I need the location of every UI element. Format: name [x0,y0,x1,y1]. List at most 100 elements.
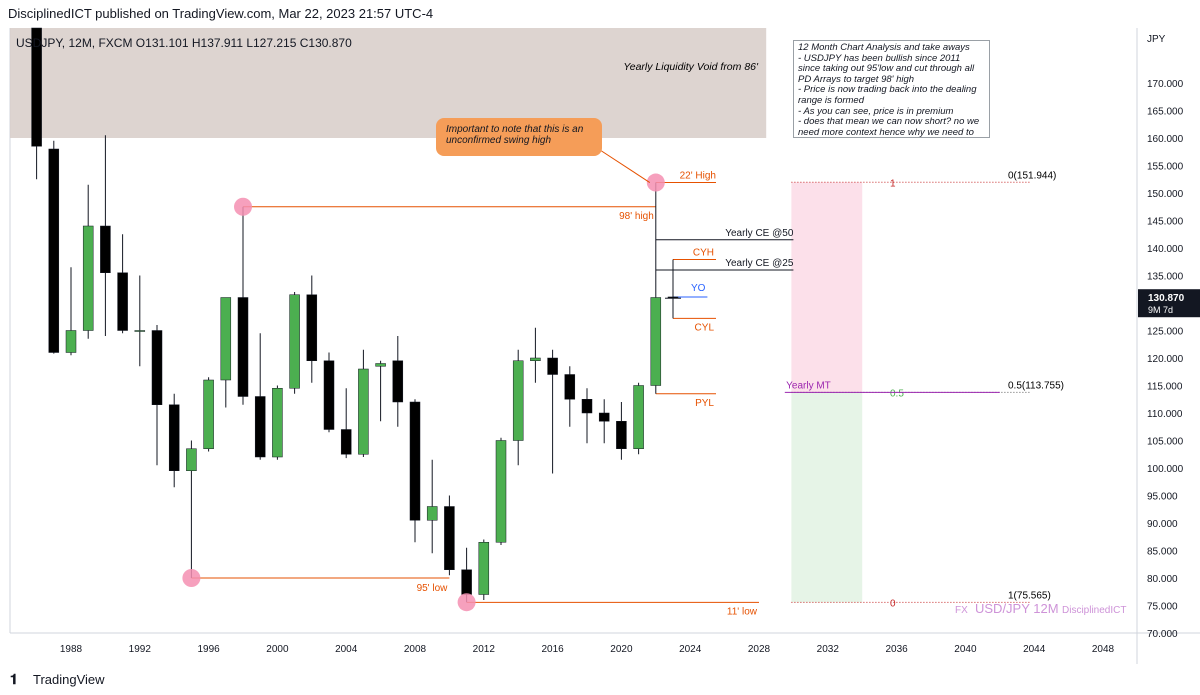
fib-bottom-marker: 0 [890,598,896,609]
y-tick-10: 115.000 [1147,382,1183,393]
y-tick-6: 140.000 [1147,244,1184,255]
x-tick-7: 2016 [541,644,564,655]
y-tick-15: 90.000 [1147,519,1178,530]
liquidity-void-zone [10,28,767,138]
level-label-3: CYH [693,248,714,259]
candle-body-1 [48,148,60,353]
level-label-1: 98' high [619,211,654,222]
candle-body-10 [203,379,214,449]
x-tick-13: 2040 [954,644,977,655]
y-tick-0: 170.000 [1147,79,1184,90]
level-label-6: CYL [695,322,715,333]
last-price-tag [1138,289,1200,318]
y-tick-5: 145.000 [1147,217,1184,228]
watermark-author: DisciplinedICT [1062,605,1126,616]
candle-body-11 [220,297,232,381]
x-tick-0: 1988 [60,644,83,655]
y-tick-7: 135.000 [1147,272,1184,283]
candle-body-28 [512,360,524,441]
candle-body-34 [616,421,627,449]
x-tick-15: 2048 [1092,644,1115,655]
swing-point-3 [457,593,476,612]
candle-body-35 [633,385,644,449]
candle-body-14 [272,388,283,458]
candle-body-33 [598,412,610,422]
candle-body-3 [82,225,94,331]
premium-zone [791,182,863,393]
swing-point-1 [234,197,252,216]
x-tick-14: 2044 [1023,644,1046,655]
x-tick-12: 2036 [885,644,908,655]
candle-body-18 [340,429,352,455]
candle-body-21 [392,360,404,403]
candle-body-20 [375,363,386,367]
level-label-7: Yearly MT [786,380,831,391]
x-tick-3: 2000 [266,644,289,655]
candle-body-16 [306,294,318,361]
y-tick-1: 165.000 [1147,107,1184,118]
swing-high-callout: Important to note that this is an unconf… [436,118,602,156]
candle-body-8 [168,404,180,471]
candle-body-24 [444,506,455,570]
y-tick-13: 100.000 [1147,464,1184,475]
candle-body-15 [289,294,300,389]
level-label-2: Yearly CE @50 [725,228,794,239]
candle-body-7 [151,330,163,405]
y-tick-11: 110.000 [1147,409,1183,420]
publish-info: DisciplinedICT published on TradingView.… [8,6,434,21]
y-tick-9: 120.000 [1147,354,1184,365]
candle-body-2 [65,330,77,353]
candle-body-5 [117,272,128,331]
candle-body-22 [409,401,421,521]
candle-body-0 [31,27,42,147]
tradingview-logo-icon[interactable]: 𝟏 [10,671,18,687]
price-chart[interactable]: Yearly Liquidity Void from 86' 0(151.944)… [0,0,1200,664]
x-tick-1: 1992 [129,644,152,655]
discount-zone [791,392,863,603]
last-price-sub: 9M 7d [1148,305,1173,315]
y-tick-4: 150.000 [1147,189,1184,200]
y-tick-3: 155.000 [1147,162,1184,173]
candle-body-19 [358,368,369,455]
x-tick-5: 2008 [404,644,427,655]
x-tick-4: 2004 [335,644,358,655]
watermark-prefix: FX [955,605,968,616]
candle-body-36 [650,297,662,386]
tradingview-brand[interactable]: TradingView [33,672,105,687]
fib-bottom-label: 1(75.565) [1008,590,1051,601]
level-label-8: PYL [695,398,714,409]
x-tick-9: 2024 [679,644,702,655]
publish-header: DisciplinedICT published on TradingView.… [0,0,1200,28]
footer-bar: 𝟏 TradingView [0,664,1200,695]
candle-body-12 [237,297,249,397]
currency-label: JPY [1147,34,1166,45]
y-tick-19: 70.000 [1147,629,1178,640]
candle-body-17 [323,360,335,430]
fib-top-label: 0(151.944) [1008,170,1056,181]
watermark-symbol: USD/JPY 12M [975,601,1059,616]
level-label-5: YO [691,283,706,294]
candle-body-4 [100,225,111,273]
x-tick-11: 2032 [817,644,840,655]
y-tick-17: 80.000 [1147,574,1178,585]
liquidity-void-label: Yearly Liquidity Void from 86' [623,61,759,73]
callout-pointer [599,149,651,183]
candle-body-9 [186,448,197,471]
y-tick-8: 125.000 [1147,327,1184,338]
y-tick-14: 95.000 [1147,492,1178,503]
candle-body-30 [547,357,558,375]
fib-mid-marker: 0.5 [890,388,904,399]
candle-body-31 [564,374,576,400]
last-price-label: 130.870 [1148,293,1185,304]
level-label-10: 11' low [727,606,758,617]
fib-mid-label: 0.5(113.755) [1008,380,1064,391]
y-tick-18: 75.000 [1147,602,1178,613]
candle-body-32 [581,399,593,414]
x-tick-10: 2028 [748,644,771,655]
candle-body-27 [495,440,507,543]
swing-point-0 [646,173,665,192]
x-tick-6: 2012 [473,644,496,655]
fib-top-marker: 1 [890,178,896,189]
candle-body-13 [254,396,266,458]
candle-body-26 [478,542,490,595]
